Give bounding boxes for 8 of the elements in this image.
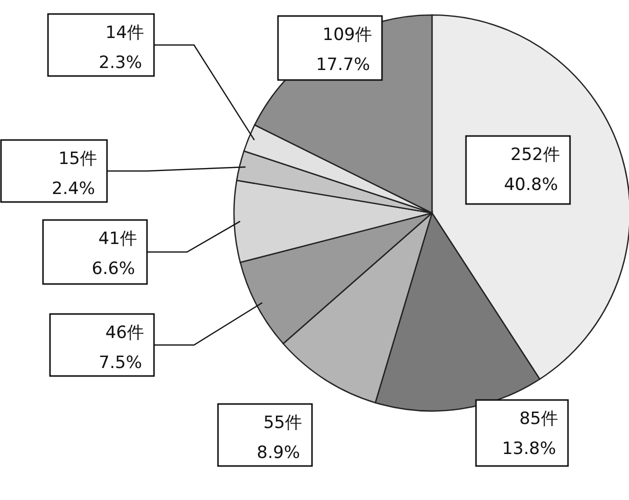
data-label: 15件 2.4% [52, 149, 97, 199]
data-label: 109件 17.7% [316, 25, 372, 75]
data-label: 46件 7.5% [98, 323, 144, 373]
data-label: 14件 2.3% [98, 23, 144, 73]
data-label: 41件 6.6% [92, 229, 137, 279]
data-label: 252件 40.8% [504, 145, 560, 195]
data-label: 55件 8.9% [256, 413, 302, 463]
data-label: 85件 13.8% [502, 409, 558, 459]
